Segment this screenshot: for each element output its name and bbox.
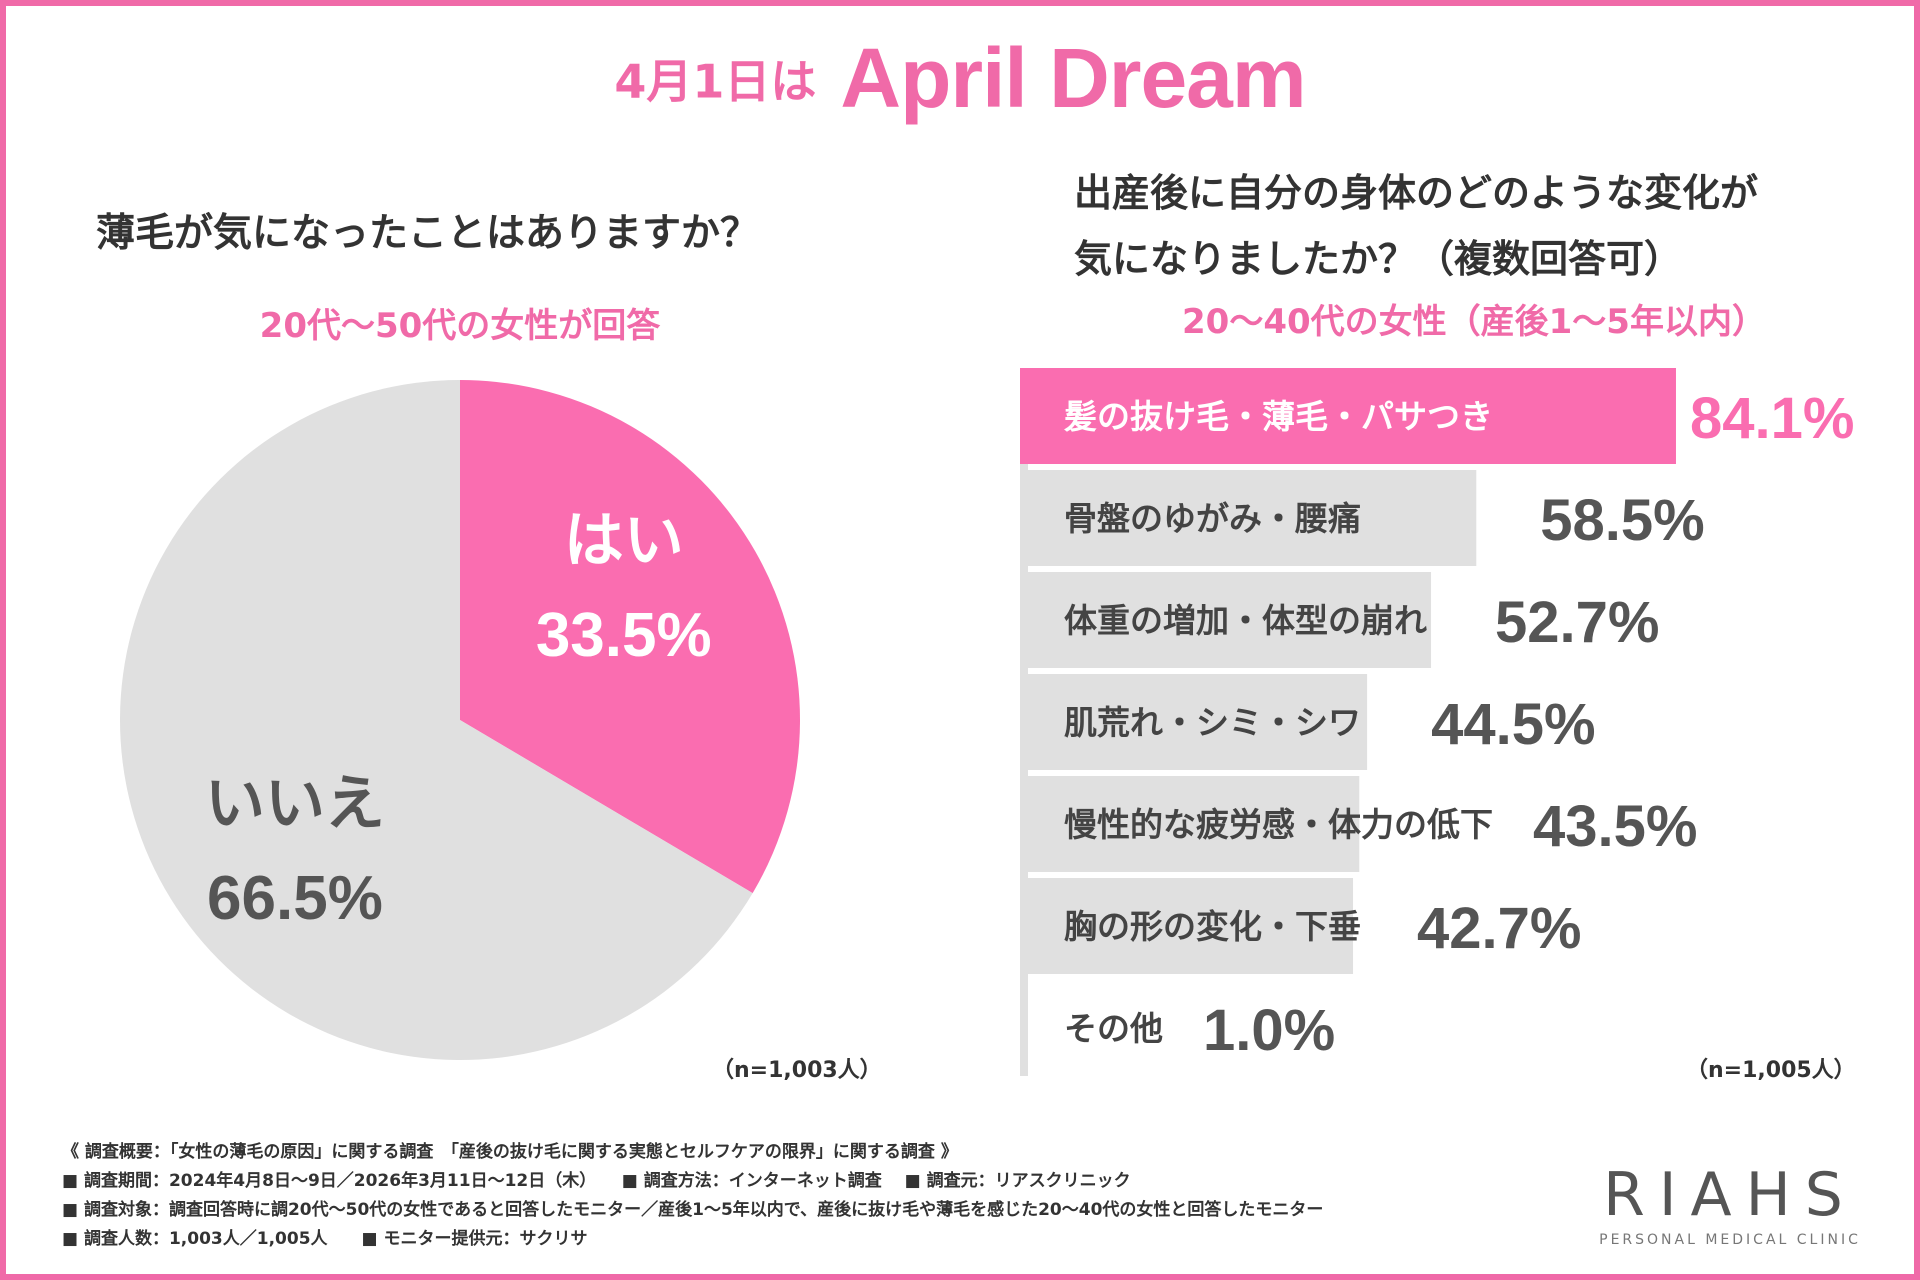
bar-label-2: 骨盤のゆがみ・腰痛	[1064, 499, 1361, 538]
survey-footer: 《 調査概要：「女性の薄毛の原因」に関する調査 「産後の抜け毛に関する実態とセル…	[62, 1138, 1323, 1254]
bar-value-5: 43.5%	[1533, 794, 1697, 859]
header-date: 4月1日は	[614, 54, 817, 109]
bar-value-1: 84.1%	[1690, 386, 1854, 451]
survey-target: ■ 調査対象：調査回答時に調20代〜50代の女性であると回答したモニター／産後1…	[62, 1200, 1324, 1220]
logo-wordmark: RIAHS	[1603, 1160, 1857, 1230]
pie-value-no: 66.5%	[207, 864, 383, 933]
left-subtitle: 20代〜50代の女性が回答	[259, 306, 661, 346]
pie-value-yes: 33.5%	[536, 601, 712, 670]
bar-value-7: 1.0%	[1203, 998, 1335, 1063]
pie-label-no: いいえ	[205, 769, 385, 839]
bar-value-4: 44.5%	[1431, 692, 1595, 757]
pie-slice-yes	[460, 380, 800, 894]
page-header: 4月1日は April Dream	[0, 30, 1920, 127]
bar-label-6: 胸の形の変化・下垂	[1064, 907, 1361, 946]
bar-label-7: その他	[1064, 1009, 1163, 1048]
survey-period: ■ 調査期間：2024年4月8日〜9日／2026年3月11日〜12日（木） ■ …	[62, 1171, 1131, 1191]
bar-3	[1020, 572, 1432, 668]
bar-7	[1020, 980, 1028, 1076]
pie-chart: はい 33.5% いいえ 66.5%	[120, 380, 800, 1060]
survey-summary: 《 調査概要：「女性の薄毛の原因」に関する調査 「産後の抜け毛に関する実態とセル…	[62, 1142, 958, 1162]
right-question-line2: 気になりましたか？（複数回答可）	[1074, 237, 1683, 281]
pie-label-yes: はい	[564, 506, 684, 576]
bar-value-6: 42.7%	[1417, 896, 1581, 961]
logo-tagline: PERSONAL MEDICAL CLINIC	[1599, 1232, 1861, 1248]
bar-2	[1020, 470, 1477, 566]
bar-label-1: 髪の抜け毛・薄毛・パサつき	[1064, 397, 1493, 436]
right-question: 出産後に自分の身体のどのような変化が 気になりましたか？（複数回答可）	[1074, 160, 1758, 292]
bar-chart: 髪の抜け毛・薄毛・パサつき 84.1% 骨盤のゆがみ・腰痛 58.5% 体重の増加・体型…	[1020, 368, 1854, 1076]
bar-value-3: 52.7%	[1495, 590, 1659, 655]
bar-label-5: 慢性的な疲労感・体力の低下	[1064, 805, 1493, 844]
header-title: April Dream	[840, 31, 1306, 125]
left-sample-size: （n=1,003人）	[712, 1058, 882, 1083]
left-question: 薄毛が気になったことはありますか？	[96, 211, 760, 256]
survey-count: ■ 調査人数：1,003人／1,005人 ■ モニター提供元：サクリサ	[62, 1229, 588, 1249]
bar-label-3: 体重の増加・体型の崩れ	[1064, 601, 1427, 640]
bar-1	[1020, 368, 1676, 464]
bar-5	[1020, 776, 1360, 872]
pie-slice-no	[120, 380, 753, 1060]
bar-value-2: 58.5%	[1540, 488, 1704, 553]
clinic-logo: RIAHS PERSONAL MEDICAL CLINIC	[1590, 1160, 1870, 1248]
right-subtitle: 20〜40代の女性（産後1〜5年以内）	[1182, 302, 1766, 342]
bar-4	[1020, 674, 1368, 770]
bar-label-4: 肌荒れ・シミ・シワ	[1064, 703, 1361, 742]
right-question-line1: 出産後に自分の身体のどのような変化が	[1074, 171, 1759, 215]
right-sample-size: （n=1,005人）	[1686, 1058, 1856, 1083]
bar-6	[1020, 878, 1354, 974]
